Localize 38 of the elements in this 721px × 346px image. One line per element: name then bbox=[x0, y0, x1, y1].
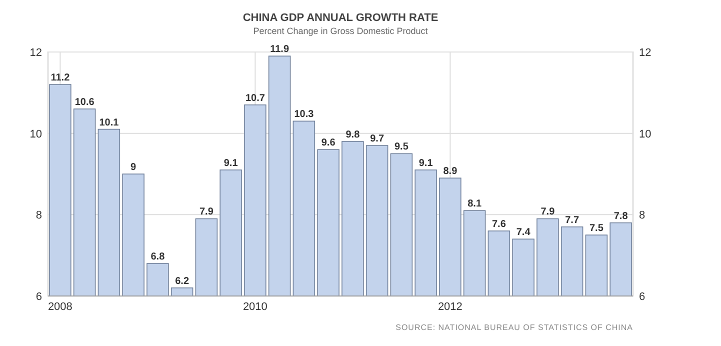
data-label: 7.9 bbox=[199, 206, 214, 218]
data-label: 11.9 bbox=[270, 44, 290, 56]
chart-title: CHINA GDP ANNUAL GROWTH RATE bbox=[242, 12, 438, 24]
data-label: 10.7 bbox=[245, 92, 266, 104]
data-label: 9.7 bbox=[370, 134, 384, 145]
data-label: 9.5 bbox=[394, 142, 409, 153]
data-label: 7.8 bbox=[614, 210, 628, 222]
source-note: SOURCE: NATIONAL BUREAU OF STATISTICS OF CHINA bbox=[396, 323, 634, 332]
data-label: 10.3 bbox=[294, 109, 314, 120]
y2-tick-label: 12 bbox=[639, 47, 652, 59]
data-label: 7.7 bbox=[565, 214, 580, 226]
y2-tick-label: 8 bbox=[639, 210, 646, 222]
y-tick-label: 8 bbox=[36, 210, 42, 222]
data-label: 9.8 bbox=[346, 129, 360, 140]
data-label: 6.8 bbox=[150, 251, 166, 262]
data-label: 9.6 bbox=[321, 138, 336, 149]
data-label: 11.2 bbox=[50, 72, 70, 84]
x-tick-label: 2008 bbox=[48, 301, 72, 313]
data-label: 9.1 bbox=[224, 158, 238, 169]
y-tick-label: 12 bbox=[30, 47, 42, 59]
data-label: 6.2 bbox=[175, 276, 190, 287]
data-label: 8.9 bbox=[443, 166, 458, 178]
data-label: 10.6 bbox=[74, 96, 95, 108]
data-label: 7.9 bbox=[540, 206, 556, 218]
data-label: 7.5 bbox=[589, 223, 604, 234]
y2-tick-label: 10 bbox=[639, 128, 652, 140]
data-label: 9 bbox=[130, 162, 137, 173]
data-label: 10.1 bbox=[99, 117, 120, 128]
data-label: 8.1 bbox=[468, 198, 482, 210]
data-label: 7.6 bbox=[492, 218, 506, 230]
data-label: 9.1 bbox=[418, 158, 434, 169]
x-tick-label: 2012 bbox=[438, 301, 462, 313]
y2-tick-label: 6 bbox=[639, 291, 646, 303]
x-tick-label: 2010 bbox=[242, 301, 268, 313]
data-label: 7.4 bbox=[516, 227, 531, 238]
y-tick-label: 6 bbox=[36, 291, 42, 303]
chart-subtitle: Percent Change in Gross Domestic Product bbox=[253, 26, 428, 36]
y-tick-label: 10 bbox=[30, 128, 42, 140]
